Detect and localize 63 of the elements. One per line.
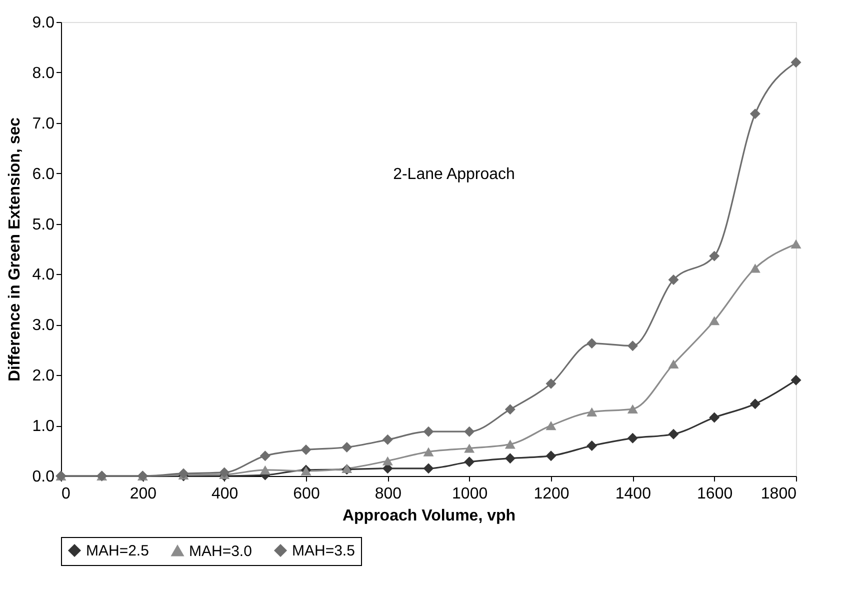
x-tick-label: 0 bbox=[62, 486, 70, 502]
x-tick-label: 1000 bbox=[452, 486, 488, 502]
point bbox=[504, 453, 516, 464]
point bbox=[790, 374, 802, 386]
y-tick-label: 7.0 bbox=[32, 115, 55, 132]
point bbox=[546, 450, 556, 462]
point bbox=[546, 421, 556, 430]
x-tick-label: 1400 bbox=[615, 486, 652, 502]
legend-label: MAH=3.0 bbox=[189, 542, 252, 560]
point bbox=[300, 444, 312, 456]
point bbox=[423, 447, 434, 456]
point bbox=[464, 456, 475, 468]
point bbox=[342, 442, 352, 452]
point bbox=[423, 463, 434, 474]
point bbox=[627, 340, 638, 352]
point bbox=[790, 239, 802, 248]
point bbox=[750, 398, 760, 410]
point bbox=[627, 432, 638, 444]
x-axis-title: Approach Volume, vph bbox=[342, 508, 516, 524]
point bbox=[790, 57, 802, 68]
x-tick-label: 600 bbox=[293, 486, 320, 502]
point bbox=[260, 450, 270, 462]
annotation: 2-Lane Approach bbox=[393, 166, 515, 183]
x-tick-label: 400 bbox=[211, 486, 238, 502]
y-tick-label: 8.0 bbox=[32, 64, 55, 82]
point bbox=[750, 264, 760, 273]
point bbox=[504, 404, 516, 415]
point bbox=[382, 434, 393, 445]
y-tick-label: 9.0 bbox=[32, 14, 55, 32]
point bbox=[504, 440, 516, 449]
x-tick-label: 200 bbox=[130, 486, 157, 502]
point bbox=[668, 274, 679, 286]
x-tick-label: 1800 bbox=[760, 486, 797, 502]
point bbox=[546, 378, 556, 389]
point bbox=[709, 412, 720, 423]
point bbox=[586, 407, 598, 416]
x-tick-label: 1200 bbox=[534, 486, 570, 502]
point bbox=[423, 426, 434, 437]
point bbox=[627, 404, 638, 414]
point bbox=[464, 444, 475, 453]
y-tick-label: 4.0 bbox=[32, 266, 55, 284]
y-tick-label: 3.0 bbox=[32, 317, 55, 334]
point bbox=[260, 465, 270, 474]
point bbox=[668, 359, 679, 369]
point bbox=[219, 467, 230, 478]
legend-label: MAH=2.5 bbox=[86, 542, 149, 560]
point bbox=[709, 316, 720, 326]
y-tick-label: 1.0 bbox=[32, 418, 55, 436]
y-tick-label: 2.0 bbox=[32, 368, 55, 385]
y-tick-label: 5.0 bbox=[32, 216, 55, 234]
point bbox=[464, 426, 475, 437]
y-axis-title: Difference in Green Extension, sec bbox=[6, 117, 24, 382]
x-tick-label: 800 bbox=[374, 486, 402, 502]
point bbox=[750, 108, 760, 120]
legend-label: MAH=3.5 bbox=[292, 542, 355, 560]
x-tick-label: 1600 bbox=[697, 486, 733, 502]
point bbox=[709, 250, 720, 262]
point bbox=[668, 428, 679, 440]
y-tick-label: 0.0 bbox=[32, 468, 55, 486]
point bbox=[586, 338, 598, 349]
point bbox=[586, 440, 598, 451]
point bbox=[382, 456, 393, 466]
y-tick-label: 6.0 bbox=[32, 166, 55, 183]
